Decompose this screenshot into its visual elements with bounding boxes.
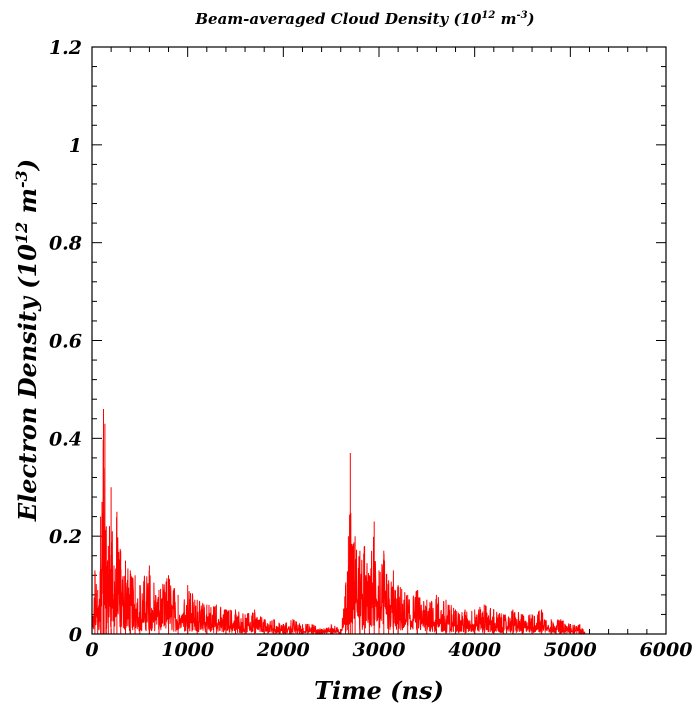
y-tick-label: 1.2 xyxy=(49,37,82,59)
series-line-electron-density xyxy=(91,409,586,635)
y-axis-label: Electron Density (1012 m-3) xyxy=(12,159,42,522)
x-tick-labels: 0 1000 2000 3000 4000 5000 6000 xyxy=(85,639,692,661)
x-tick-marks xyxy=(91,47,667,634)
y-tick-label: 0.2 xyxy=(49,526,82,548)
y-tick-label: 0.4 xyxy=(49,428,82,450)
x-tick-label: 4000 xyxy=(448,639,501,661)
chart-title: Beam-averaged Cloud Density (1012 m-3) xyxy=(194,10,534,28)
y-tick-label: 0.8 xyxy=(49,233,82,255)
x-tick-label: 3000 xyxy=(353,639,406,661)
x-tick-label: 1000 xyxy=(161,639,214,661)
y-tick-label: 0.6 xyxy=(49,331,82,353)
y-tick-label: 1 xyxy=(69,135,82,157)
x-tick-label: 2000 xyxy=(256,639,310,661)
y-tick-label: 0 xyxy=(69,624,82,646)
x-tick-label: 6000 xyxy=(640,639,693,661)
y-tick-labels: 0 0.2 0.4 0.6 0.8 1 1.2 xyxy=(49,37,82,646)
plot-frame xyxy=(91,46,667,635)
x-tick-label: 0 xyxy=(85,639,98,661)
y-tick-marks xyxy=(92,46,666,635)
x-axis-label: Time (ns) xyxy=(314,676,444,705)
x-tick-label: 5000 xyxy=(544,639,597,661)
